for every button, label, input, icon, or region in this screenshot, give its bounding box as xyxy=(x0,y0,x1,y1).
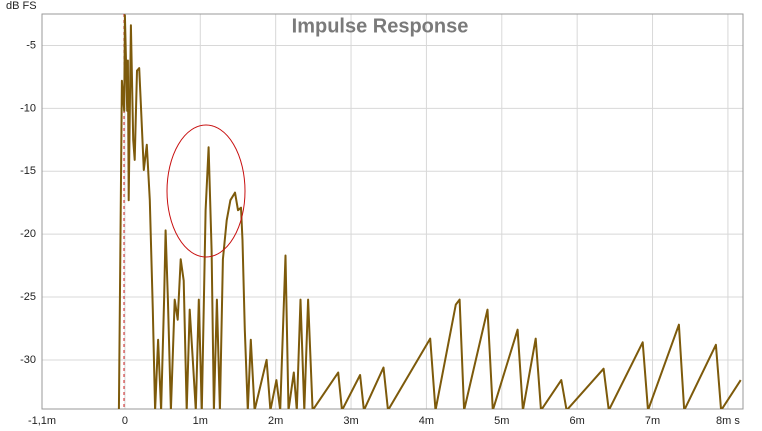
plot-frame xyxy=(41,13,744,410)
y-tick-label: -25 xyxy=(20,291,36,303)
highlight-ellipse xyxy=(166,124,246,258)
x-tick-label: 7m xyxy=(645,415,660,427)
x-tick-label: 6m xyxy=(570,415,585,427)
x-tick-label: 4m xyxy=(419,415,434,427)
x-tick-label: 5m xyxy=(494,415,509,427)
x-tick-label: -1,1m xyxy=(28,415,56,427)
x-tick-label: 1m xyxy=(193,415,208,427)
plot xyxy=(117,14,742,409)
y-tick-label: -20 xyxy=(20,228,36,240)
x-tick-label: 8m s xyxy=(716,415,740,427)
y-tick-label: -30 xyxy=(20,354,36,366)
y-tick-label: -5 xyxy=(26,39,36,51)
x-tick-label: 0 xyxy=(122,415,128,427)
x-tick-label: 3m xyxy=(343,415,358,427)
y-tick-label: -15 xyxy=(20,165,36,177)
x-tick-label: 2m xyxy=(268,415,283,427)
y-tick-label: -10 xyxy=(20,102,36,114)
y-axis-label: dB FS xyxy=(6,0,37,12)
chart-title: Impulse Response xyxy=(292,15,469,37)
impulse-line xyxy=(117,14,742,409)
